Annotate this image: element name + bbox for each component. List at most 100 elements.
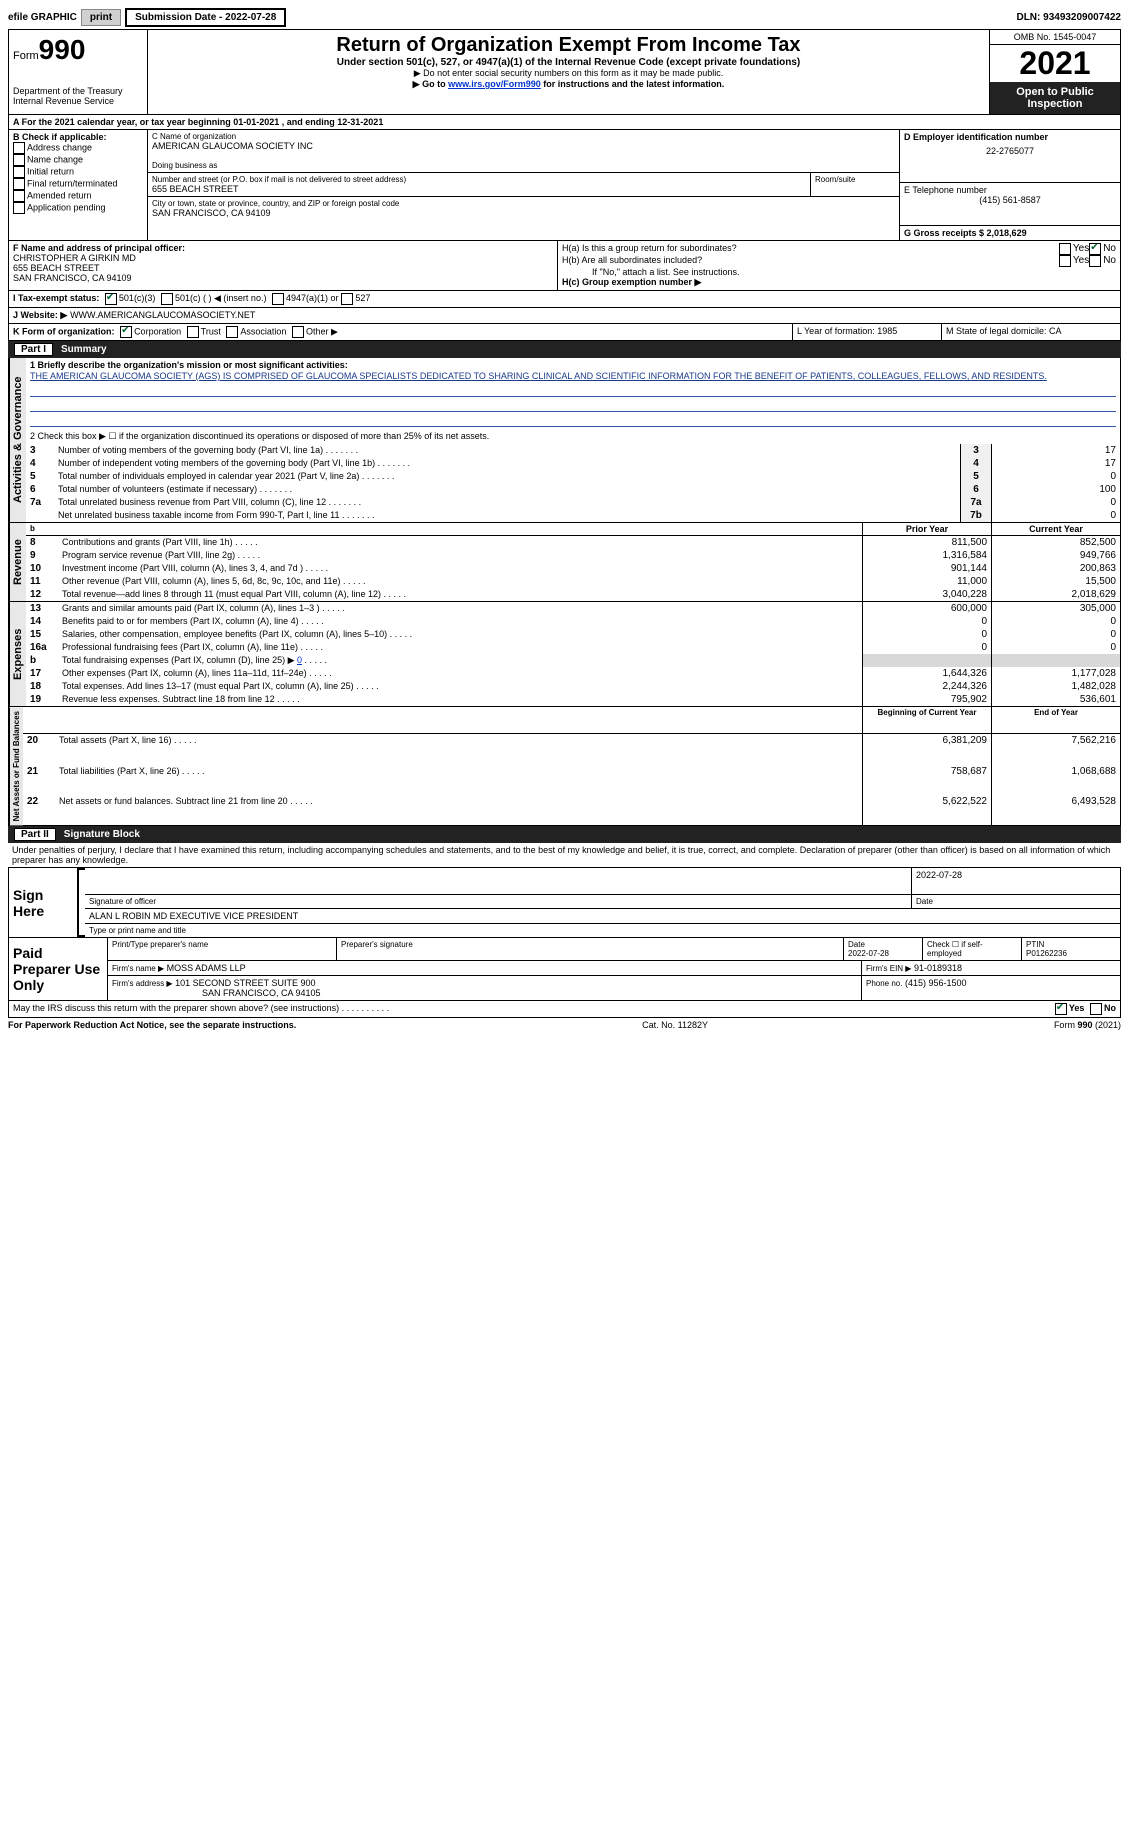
firm-addr1: 101 SECOND STREET SUITE 900 xyxy=(175,978,315,988)
summary-row: 4Number of independent voting members of… xyxy=(26,457,1120,470)
ha-no[interactable] xyxy=(1089,243,1101,255)
ha-yes[interactable] xyxy=(1059,243,1071,255)
dba-label: Doing business as xyxy=(152,161,895,170)
entity-block: B Check if applicable: Address change Na… xyxy=(8,130,1121,241)
check-amended[interactable] xyxy=(13,190,25,202)
check-501c[interactable] xyxy=(161,293,173,305)
footer-right: Form 990 (2021) xyxy=(1054,1020,1121,1030)
officer-city: SAN FRANCISCO, CA 94109 xyxy=(13,273,553,283)
summary-row: 5Total number of individuals employed in… xyxy=(26,470,1120,483)
part1-title: Summary xyxy=(61,344,107,355)
part2-tag: Part II xyxy=(14,828,56,841)
end-year-hdr: End of Year xyxy=(992,707,1121,734)
financial-row: 16aProfessional fundraising fees (Part I… xyxy=(26,641,1120,654)
discuss-yes[interactable] xyxy=(1055,1003,1067,1015)
website-row: J Website: ▶ WWW.AMERICANGLAUCOMASOCIETY… xyxy=(8,308,1121,324)
i-label: I Tax-exempt status: xyxy=(13,293,99,305)
firm-phone: (415) 956-1500 xyxy=(905,978,967,988)
check-final-return[interactable] xyxy=(13,178,25,190)
expenses-block: Expenses 13Grants and similar amounts pa… xyxy=(8,602,1121,707)
financial-row: 10Investment income (Part VIII, column (… xyxy=(26,562,1120,575)
pt-self-emp: Check ☐ if self-employed xyxy=(923,938,1022,960)
hb-no[interactable] xyxy=(1089,255,1101,267)
l-year: L Year of formation: 1985 xyxy=(793,324,942,340)
org-name: AMERICAN GLAUCOMA SOCIETY INC xyxy=(152,141,895,151)
netassets-block: Net Assets or Fund Balances Beginning of… xyxy=(8,707,1121,826)
form-title: Return of Organization Exempt From Incom… xyxy=(152,34,985,57)
financial-row: 11Other revenue (Part VIII, column (A), … xyxy=(26,575,1120,588)
omb-number: OMB No. 1545-0047 xyxy=(990,30,1120,45)
discuss-label: May the IRS discuss this return with the… xyxy=(13,1003,1055,1015)
part1-tag: Part I xyxy=(14,343,53,356)
check-address-change[interactable] xyxy=(13,142,25,154)
irs-link[interactable]: www.irs.gov/Form990 xyxy=(448,79,541,89)
page-footer: For Paperwork Reduction Act Notice, see … xyxy=(8,1020,1121,1030)
ein: 22-2765077 xyxy=(904,146,1116,156)
paid-preparer-label: Paid Preparer Use Only xyxy=(9,938,108,1000)
irs-label: Internal Revenue Service xyxy=(13,96,143,106)
dept-treasury: Department of the Treasury xyxy=(13,86,143,96)
summary-row: 3Number of voting members of the governi… xyxy=(26,444,1120,457)
check-501c3[interactable] xyxy=(105,293,117,305)
officer-name: CHRISTOPHER A GIRKIN MD xyxy=(13,253,553,263)
summary-simple-table: 3Number of voting members of the governi… xyxy=(26,444,1120,522)
tax-year: 2021 xyxy=(990,45,1120,82)
begin-year-hdr: Beginning of Current Year xyxy=(863,707,992,734)
hb-yes[interactable] xyxy=(1059,255,1071,267)
pt-name-label: Print/Type preparer's name xyxy=(108,938,337,960)
sig-date: 2022-07-28 xyxy=(911,868,1120,894)
line2: 2 Check this box ▶ ☐ if the organization… xyxy=(26,429,1120,444)
footer-left: For Paperwork Reduction Act Notice, see … xyxy=(8,1020,296,1030)
vtab-activities: Activities & Governance xyxy=(9,358,26,522)
financial-row: 13Grants and similar amounts paid (Part … xyxy=(26,602,1120,615)
city-label: City or town, state or province, country… xyxy=(152,199,895,208)
prior-year-hdr: Prior Year xyxy=(863,523,992,536)
summary-row: 7aTotal unrelated business revenue from … xyxy=(26,496,1120,509)
submission-date: Submission Date - 2022-07-28 xyxy=(125,8,286,27)
ssn-note: ▶ Do not enter social security numbers o… xyxy=(152,68,985,79)
j-label: J Website: ▶ xyxy=(13,310,67,321)
check-4947[interactable] xyxy=(272,293,284,305)
discuss-row: May the IRS discuss this return with the… xyxy=(8,1001,1121,1018)
form-header: Form990 Department of the Treasury Inter… xyxy=(8,29,1121,115)
tax-status-row: I Tax-exempt status: 501(c)(3) 501(c) ( … xyxy=(8,291,1121,308)
check-app-pending[interactable] xyxy=(13,202,25,214)
officer-street: 655 BEACH STREET xyxy=(13,263,553,273)
print-button[interactable]: print xyxy=(81,9,121,26)
check-initial-return[interactable] xyxy=(13,166,25,178)
vtab-netassets: Net Assets or Fund Balances xyxy=(9,707,23,825)
vtab-revenue: Revenue xyxy=(9,523,26,601)
summary-row: 6Total number of volunteers (estimate if… xyxy=(26,483,1120,496)
b-label: B Check if applicable: xyxy=(13,132,143,142)
financial-row: 12Total revenue—add lines 8 through 11 (… xyxy=(26,588,1120,601)
firm-name: MOSS ADAMS LLP xyxy=(167,963,246,973)
financial-row: 20Total assets (Part X, line 16) . . . .… xyxy=(23,734,1120,765)
financial-row: 8Contributions and grants (Part VIII, li… xyxy=(26,536,1120,550)
line-a: A For the 2021 calendar year, or tax yea… xyxy=(8,115,1121,130)
paid-preparer-block: Paid Preparer Use Only Print/Type prepar… xyxy=(8,938,1121,1001)
discuss-no[interactable] xyxy=(1090,1003,1102,1015)
part2-header: Part II Signature Block xyxy=(8,826,1121,843)
hc-label: H(c) Group exemption number ▶ xyxy=(562,277,1116,288)
check-other[interactable] xyxy=(292,326,304,338)
current-year-hdr: Current Year xyxy=(992,523,1121,536)
sign-here-label: Sign Here xyxy=(9,868,77,937)
check-corp[interactable] xyxy=(120,326,132,338)
room-label: Room/suite xyxy=(815,175,895,184)
form-number: 990 xyxy=(39,34,86,65)
city: SAN FRANCISCO, CA 94109 xyxy=(152,208,895,218)
sig-officer-label: Signature of officer xyxy=(85,895,911,908)
check-527[interactable] xyxy=(341,293,353,305)
ptin: P01262236 xyxy=(1026,949,1067,958)
efile-label: efile GRAPHIC xyxy=(8,12,77,23)
check-assoc[interactable] xyxy=(226,326,238,338)
financial-row: 9Program service revenue (Part VIII, lin… xyxy=(26,549,1120,562)
line1-label: 1 Briefly describe the organization's mi… xyxy=(30,360,348,370)
financial-row: bTotal fundraising expenses (Part IX, co… xyxy=(26,654,1120,667)
hb-note: If "No," attach a list. See instructions… xyxy=(562,267,1116,277)
check-trust[interactable] xyxy=(187,326,199,338)
top-bar: efile GRAPHIC print Submission Date - 20… xyxy=(8,8,1121,27)
part1-header: Part I Summary xyxy=(8,341,1121,358)
check-name-change[interactable] xyxy=(13,154,25,166)
goto-note: ▶ Go to www.irs.gov/Form990 for instruct… xyxy=(152,79,985,90)
